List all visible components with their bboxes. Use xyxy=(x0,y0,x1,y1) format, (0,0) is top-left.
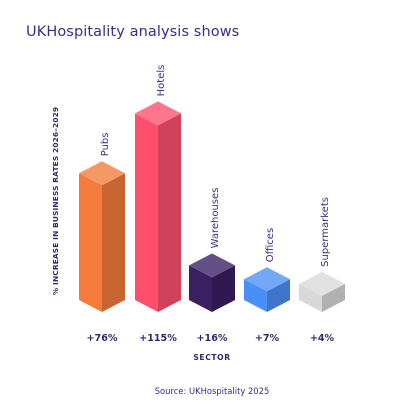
bar-left-face xyxy=(299,283,322,312)
source-note: Source: UKHospitality 2025 xyxy=(155,386,270,396)
category-label: Supermarkets xyxy=(320,197,331,267)
x-axis-label: SECTOR xyxy=(193,353,230,362)
bar-hotels xyxy=(135,101,181,312)
bars-group: Pubs Hotels Warehouses Offices Supermarkets xyxy=(79,65,345,312)
category-label: Warehouses xyxy=(210,188,221,249)
bar-right-face xyxy=(267,279,290,312)
bar-supermarkets xyxy=(299,271,345,312)
bar-left-face xyxy=(189,265,212,312)
y-axis-label: % INCREASE IN BUSINESS RATES 2026–2029 xyxy=(51,107,60,295)
bar-offices xyxy=(244,267,290,312)
value-label: +16% xyxy=(196,333,227,344)
category-label: Hotels xyxy=(156,65,167,97)
bar-left-face xyxy=(79,173,102,312)
bar-left-face xyxy=(244,279,267,312)
bar-right-face xyxy=(322,283,345,312)
bar-warehouses xyxy=(189,253,235,312)
value-labels-group: +76% +115% +16% +7% +4% xyxy=(86,333,334,344)
bar-left-face xyxy=(135,113,158,312)
value-label: +7% xyxy=(255,333,280,344)
bar-right-face xyxy=(102,173,125,312)
category-label: Offices xyxy=(265,228,276,262)
bar-right-face xyxy=(158,113,181,312)
category-label: Pubs xyxy=(100,133,111,157)
bar-top-face xyxy=(189,253,235,278)
bar-top-face xyxy=(299,271,345,296)
bar-pubs xyxy=(79,161,125,312)
chart-title: UKHospitality analysis shows xyxy=(26,24,240,40)
bar-right-face xyxy=(212,265,235,312)
value-label: +76% xyxy=(86,333,117,344)
bar-top-face xyxy=(79,161,125,186)
bar-top-face xyxy=(244,267,290,292)
bar-top-face xyxy=(135,101,181,126)
value-label: +4% xyxy=(310,333,335,344)
value-label: +115% xyxy=(139,333,177,344)
